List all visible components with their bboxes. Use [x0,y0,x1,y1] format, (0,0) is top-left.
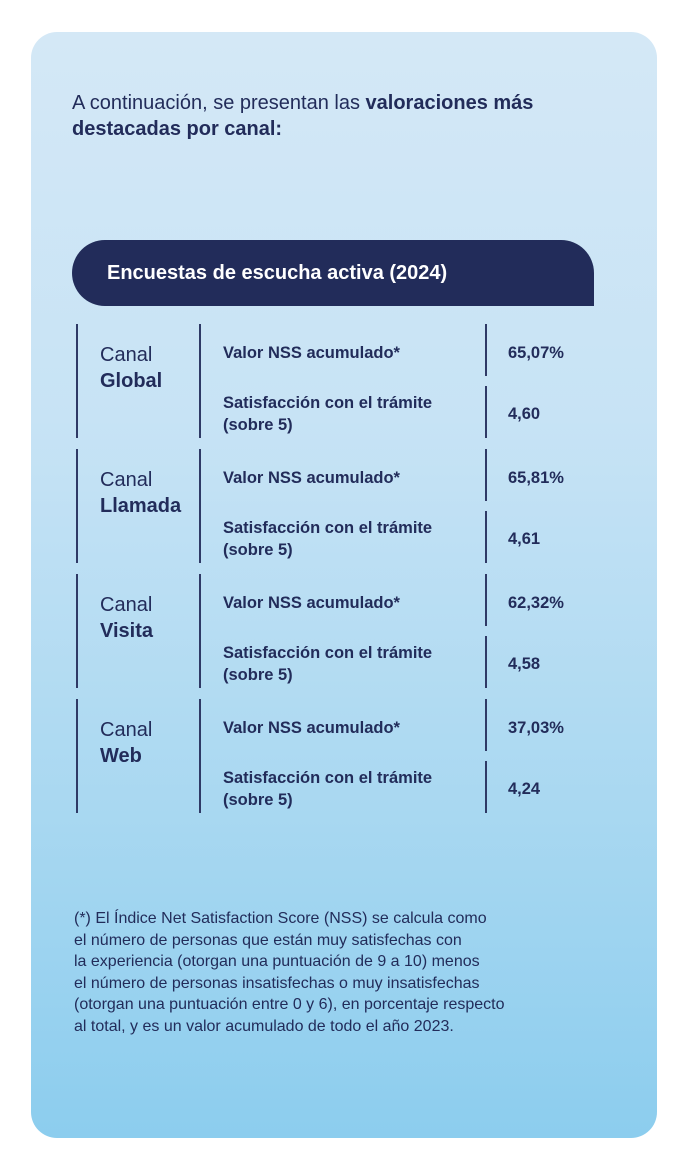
divider-line [485,761,487,813]
nss-value: 65,81% [508,469,564,487]
channel-name-bold: Visita [100,620,153,642]
channel-name: Canal Llamada [100,467,181,519]
info-card: A continuación, se presentan las valorac… [31,32,657,1138]
nss-label: Valor NSS acumulado* [223,469,400,487]
satisfaction-label-line2: (sobre 5) [223,541,293,559]
satisfaction-label: Satisfacción con el trámite (sobre 5) [223,767,478,811]
channel-word: Canal [100,469,153,491]
channel-group-llamada: Canal Llamada Valor NSS acumulado* 65,81… [76,449,606,563]
nss-value: 37,03% [508,719,564,737]
satisfaction-label-line1: Satisfacción con el trámite [223,769,433,787]
channel-group-visita: Canal Visita Valor NSS acumulado* 62,32%… [76,574,606,688]
footnote-line: al total, y es un valor acumulado de tod… [74,1017,454,1035]
table-header-title: Encuestas de escucha activa (2024) [107,262,448,284]
divider-line [76,449,78,563]
satisfaction-label-line2: (sobre 5) [223,666,293,684]
intro-text: A continuación, se presentan las valorac… [72,90,592,142]
footnote-line: (otorgan una puntuación entre 0 y 6), en… [74,996,505,1014]
channel-group-global: Canal Global Valor NSS acumulado* 65,07%… [76,324,606,438]
channel-name-bold: Web [100,745,142,767]
channel-name-bold: Global [100,370,163,392]
divider-line [76,699,78,813]
intro-bold: valoraciones más destacadas por canal: [72,92,534,140]
channel-name-bold: Llamada [100,495,182,517]
footnote-line: (*) El Índice Net Satisfaction Score (NS… [74,910,487,927]
satisfaction-label-line2: (sobre 5) [223,791,293,809]
nss-value: 62,32% [508,594,564,612]
divider-line [485,636,487,688]
satisfaction-label-line2: (sobre 5) [223,416,293,434]
channel-name: Canal Web [100,717,152,769]
footnote: (*) El Índice Net Satisfaction Score (NS… [74,908,594,1038]
satisfaction-label-line1: Satisfacción con el trámite [223,394,433,412]
divider-line [76,574,78,688]
satisfaction-value: 4,61 [508,530,541,548]
satisfaction-value: 4,60 [508,405,541,423]
divider-line [485,324,487,376]
satisfaction-label: Satisfacción con el trámite (sobre 5) [223,392,478,436]
nss-value: 65,07% [508,344,564,362]
divider-line [199,449,201,563]
channels-table: Canal Global Valor NSS acumulado* 65,07%… [76,324,606,824]
divider-line [485,386,487,438]
channel-word: Canal [100,719,153,741]
divider-line [485,699,487,751]
divider-line [485,449,487,501]
divider-line [485,511,487,563]
nss-label: Valor NSS acumulado* [223,344,400,362]
satisfaction-label-line1: Satisfacción con el trámite [223,519,433,537]
satisfaction-label: Satisfacción con el trámite (sobre 5) [223,642,478,686]
satisfaction-value: 4,58 [508,655,541,673]
divider-line [76,324,78,438]
channel-name: Canal Global [100,342,162,394]
footnote-line: el número de personas que están muy sati… [74,931,462,949]
satisfaction-value: 4,24 [508,780,541,798]
divider-line [199,324,201,438]
footnote-line: el número de personas insatisfechas o mu… [74,974,480,992]
divider-line [199,699,201,813]
divider-line [199,574,201,688]
footnote-line: la experiencia (otorgan una puntuación d… [74,953,480,971]
nss-label: Valor NSS acumulado* [223,594,400,612]
satisfaction-label: Satisfacción con el trámite (sobre 5) [223,517,478,561]
satisfaction-label-line1: Satisfacción con el trámite [223,644,433,662]
divider-line [485,574,487,626]
nss-label: Valor NSS acumulado* [223,719,400,737]
channel-word: Canal [100,344,153,366]
channel-group-web: Canal Web Valor NSS acumulado* 37,03% Sa… [76,699,606,813]
channel-name: Canal Visita [100,592,153,644]
intro-normal: A continuación, se presentan las [72,92,366,114]
channel-word: Canal [100,594,153,616]
table-header-bar: Encuestas de escucha activa (2024) [72,240,594,306]
